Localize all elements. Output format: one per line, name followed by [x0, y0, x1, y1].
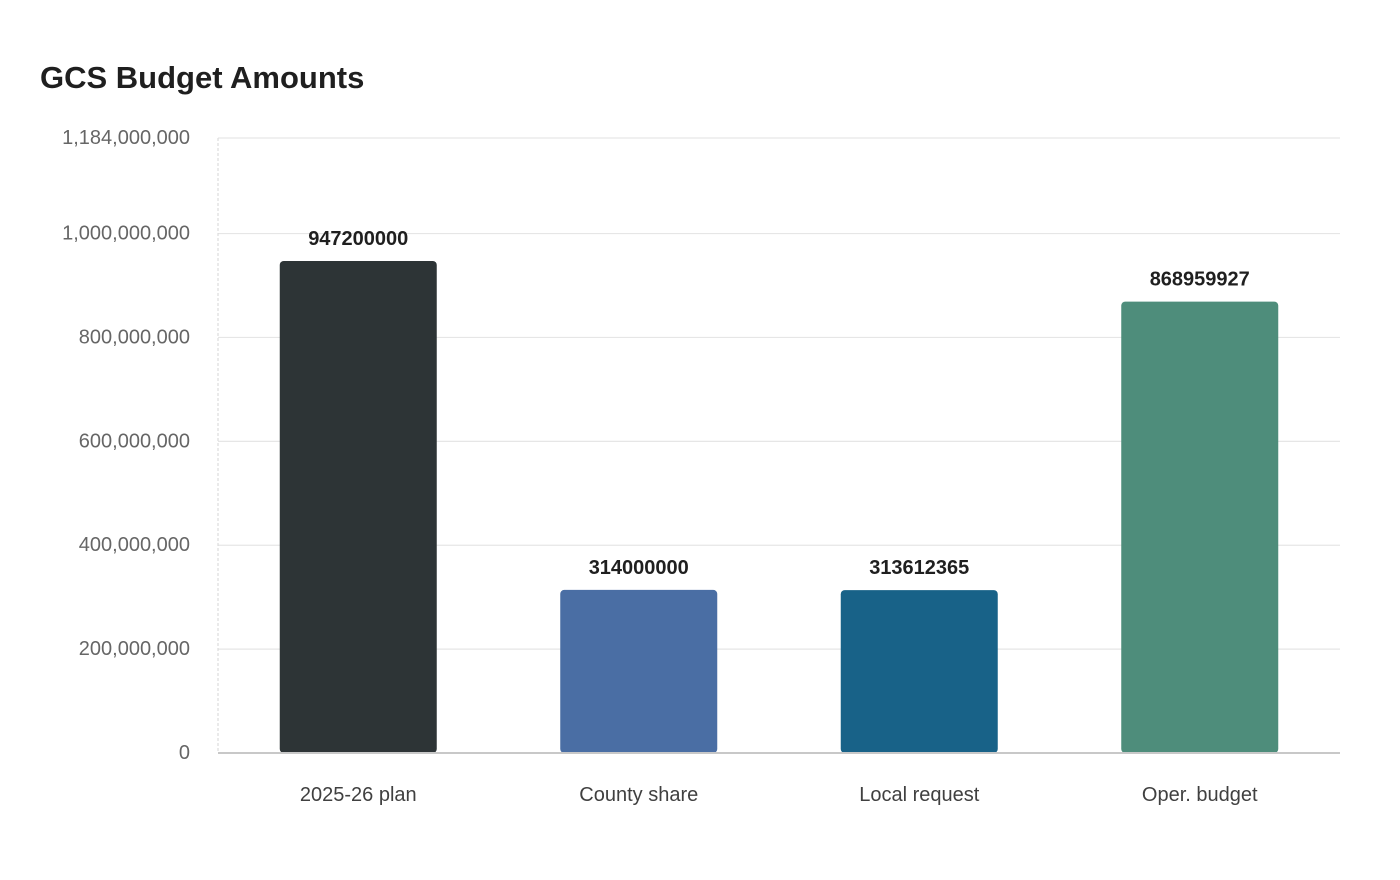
y-tick-label: 200,000,000 — [79, 638, 190, 660]
y-tick-label: 800,000,000 — [79, 326, 190, 348]
y-tick-label: 400,000,000 — [79, 534, 190, 556]
bar — [560, 589, 718, 753]
x-tick-label: Oper. budget — [1142, 784, 1258, 806]
data-label: 947200000 — [308, 228, 408, 250]
y-tick-label: 1,184,000,000 — [62, 127, 190, 149]
bar — [279, 261, 437, 753]
x-tick-label: 2025-26 plan — [300, 784, 417, 806]
y-tick-label: 0 — [179, 742, 190, 764]
y-tick-label: 600,000,000 — [79, 430, 190, 452]
data-label: 314000000 — [589, 557, 689, 579]
y-tick-label: 1,000,000,000 — [62, 223, 190, 245]
bar — [840, 590, 998, 753]
x-tick-label: County share — [579, 784, 698, 806]
data-label: 868959927 — [1150, 269, 1250, 291]
data-label: 313612365 — [869, 557, 969, 579]
chart-title: GCS Budget Amounts — [40, 60, 365, 95]
x-tick-label: Local request — [859, 784, 980, 806]
bar — [1121, 301, 1279, 753]
